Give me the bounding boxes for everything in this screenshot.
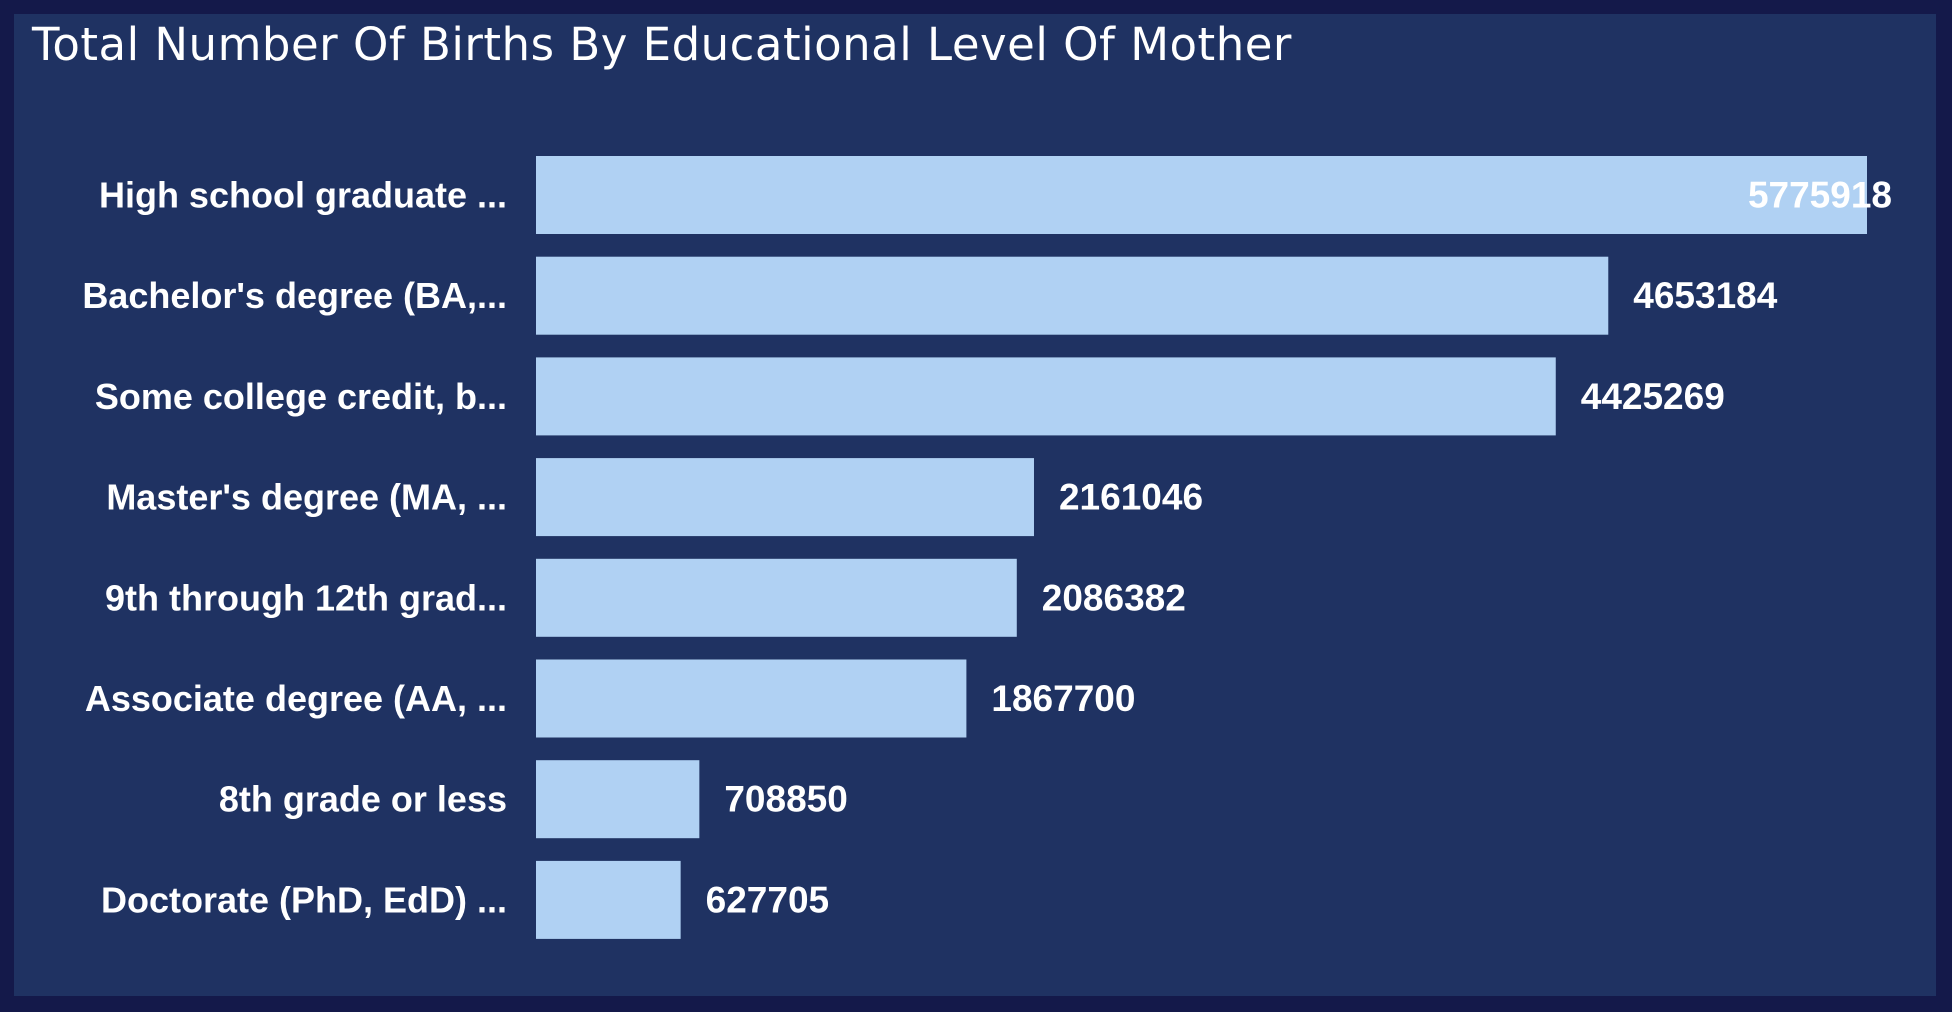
category-label: 8th grade or less <box>219 779 507 820</box>
data-label: 708850 <box>724 779 847 820</box>
category-label: Some college credit, b... <box>95 376 507 417</box>
bar <box>536 256 1609 335</box>
category-label: Associate degree (AA, ... <box>85 678 507 719</box>
data-label: 4653184 <box>1633 275 1777 316</box>
bar <box>536 760 700 839</box>
chart-title: Total Number Of Births By Educational Le… <box>32 18 1292 71</box>
category-label: 9th through 12th grad... <box>105 577 507 618</box>
data-label: 2086382 <box>1042 577 1186 618</box>
category-label: Doctorate (PhD, EdD) ... <box>101 879 507 920</box>
data-label: 2161046 <box>1059 477 1203 518</box>
data-label: 1867700 <box>991 678 1135 719</box>
category-label: High school graduate ... <box>99 175 507 216</box>
bar <box>536 458 1034 537</box>
category-label: Master's degree (MA, ... <box>106 477 507 518</box>
bar <box>536 860 681 939</box>
value-labels: 5775918 4653184 4425269 2161046 2086382 18677… <box>706 175 1892 921</box>
bar <box>536 156 1867 234</box>
bar <box>536 558 1017 637</box>
bars-layer <box>536 156 1867 939</box>
data-label: 627705 <box>706 879 829 920</box>
bar <box>536 357 1556 436</box>
data-label: 4425269 <box>1581 376 1725 417</box>
category-labels: High school graduate ... Bachelor's degre… <box>82 175 507 921</box>
bar <box>536 659 967 738</box>
data-label: 5775918 <box>1748 175 1892 216</box>
category-label: Bachelor's degree (BA,... <box>82 275 507 316</box>
